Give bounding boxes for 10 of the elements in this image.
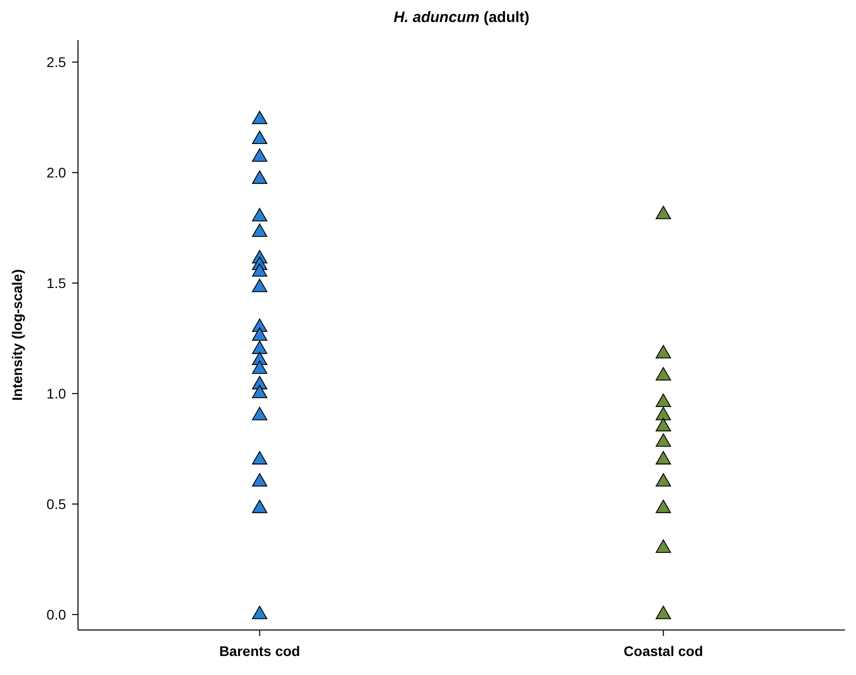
x-tick-label: Coastal cod (624, 643, 704, 659)
x-tick-label: Barents cod (219, 643, 300, 659)
y-tick-label: 0.5 (46, 496, 66, 512)
y-axis-title: Intensity (log-scale) (9, 269, 25, 401)
y-tick-label: 1.0 (46, 385, 66, 402)
chart-title: H. aduncum (adult) (394, 9, 530, 26)
y-tick-label: 0.0 (46, 606, 66, 622)
y-tick-label: 1.5 (46, 274, 66, 291)
y-tick-label: 2.5 (46, 54, 66, 70)
y-tick-label: 2.0 (46, 164, 66, 180)
